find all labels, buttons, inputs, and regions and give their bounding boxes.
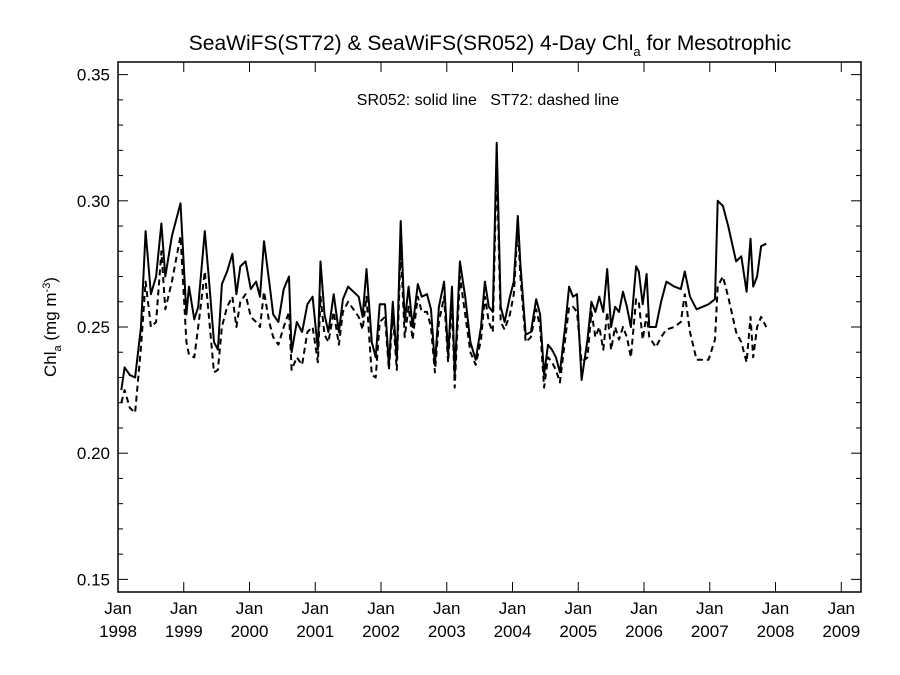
x-axis: Jan 1998 Jan 1999 Jan 2000 Jan 2001 Jan 2002 Jan 20… [99,62,860,641]
x-tick-year-label: 1999 [165,622,203,641]
x-tick-month-label: Jan [565,599,592,618]
y-tick-label: 0.25 [77,318,110,337]
x-tick-year-label: 2003 [428,622,466,641]
x-tick-year-label: 1998 [99,622,137,641]
x-tick-month-label: Jan [762,599,789,618]
x-tick-year-label: 2002 [362,622,400,641]
x-tick-month-label: Jan [367,599,394,618]
chart-title-tail: for Mesotrophic [641,32,792,55]
chart-title-sub: a [633,44,641,59]
x-tick-month-label: Jan [302,599,329,618]
x-tick-month-label: Jan [433,599,460,618]
y-tick-label: 0.15 [77,570,110,589]
y-label-unit-sup: -3 [41,283,53,293]
y-label-unit-pre: (mg m [41,292,60,345]
series-line-st72 [120,162,768,414]
y-label-sub: a [52,344,64,351]
x-tick-month-label: Jan [499,599,526,618]
series-layer [120,141,768,414]
x-tick-year-label: 2005 [559,622,597,641]
x-tick-month-label: Jan [828,599,855,618]
x-tick-year-label: 2006 [625,622,663,641]
series-line-sr052 [120,141,767,391]
y-axis-label: Chla (mg m-3) [41,277,64,377]
y-axis: 0.15 0.20 0.25 0.30 0.35 [77,66,861,589]
y-label-main: Chl [41,351,60,377]
y-label-unit-post: ) [41,277,60,283]
x-tick-month-label: Jan [104,599,131,618]
x-tick-year-label: 2000 [231,622,269,641]
x-tick-year-label: 2007 [691,622,729,641]
x-tick-year-label: 2008 [757,622,795,641]
x-tick-month-label: Jan [630,599,657,618]
x-tick-month-label: Jan [170,599,197,618]
x-tick-year-label: 2009 [822,622,860,641]
chart-title-main: SeaWiFS(ST72) & SeaWiFS(SR052) 4-Day Chl [189,32,634,55]
chart-title: SeaWiFS(ST72) & SeaWiFS(SR052) 4-Day Chl… [189,32,791,59]
y-tick-label: 0.35 [77,66,110,85]
legend-annotation: SR052: solid line ST72: dashed line [357,92,619,109]
x-tick-month-label: Jan [236,599,263,618]
x-tick-month-label: Jan [696,599,723,618]
y-tick-label: 0.20 [77,444,110,463]
x-tick-year-label: 2001 [296,622,334,641]
y-tick-label: 0.30 [77,192,110,211]
x-tick-year-label: 2004 [494,622,532,641]
